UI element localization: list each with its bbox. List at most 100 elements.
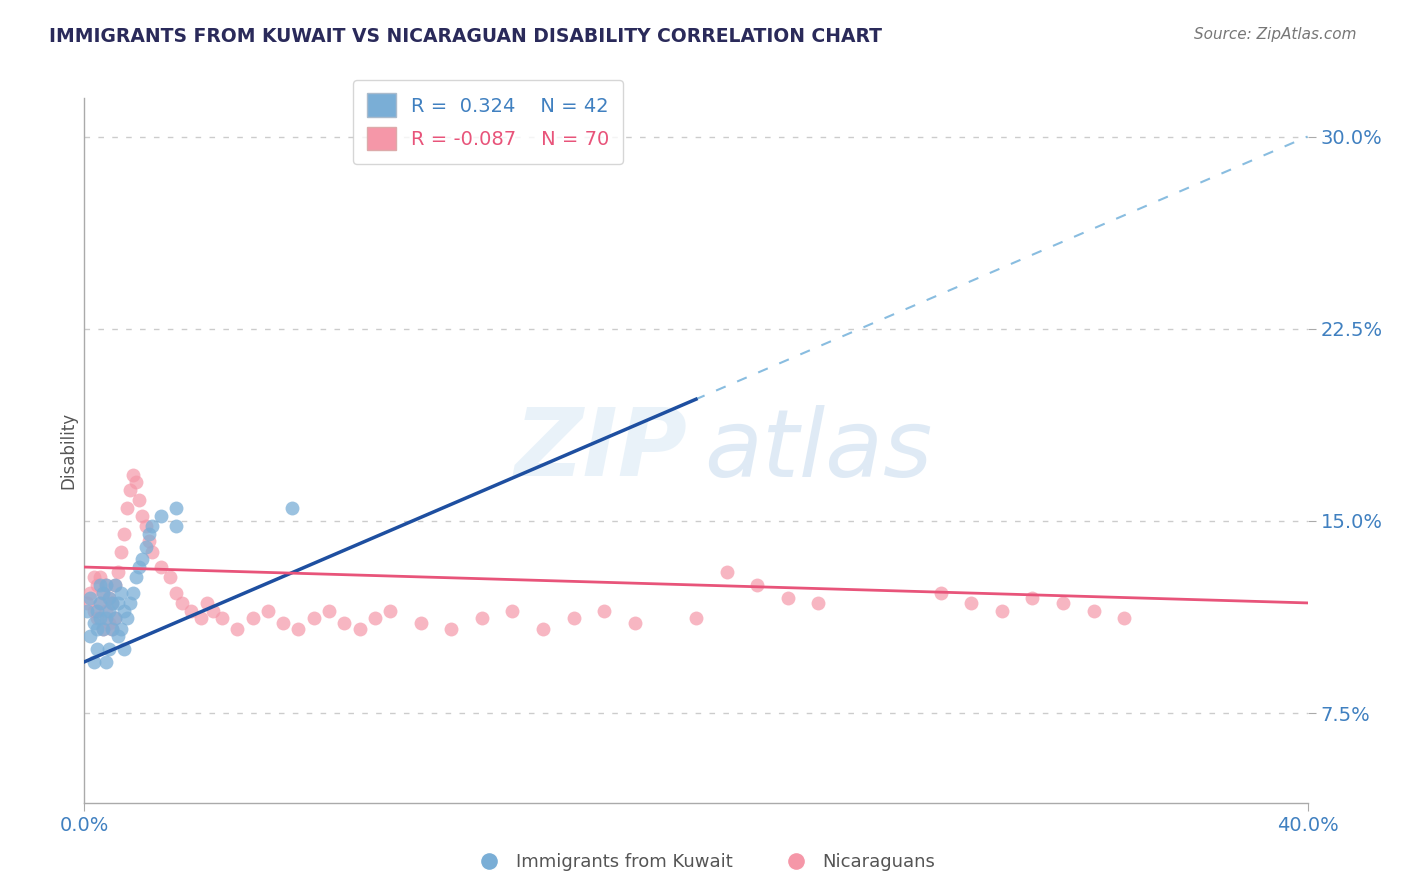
Point bbox=[91, 585, 114, 599]
Point bbox=[101, 622, 124, 636]
Point bbox=[94, 578, 117, 592]
Point bbox=[104, 611, 127, 625]
Point bbox=[991, 604, 1014, 618]
Point bbox=[104, 578, 127, 592]
Point bbox=[91, 622, 114, 636]
Text: Source: ZipAtlas.com: Source: ZipAtlas.com bbox=[1194, 27, 1357, 42]
Point bbox=[79, 585, 101, 599]
Point bbox=[112, 604, 135, 618]
Point bbox=[624, 616, 647, 631]
Point bbox=[97, 604, 120, 618]
Point bbox=[110, 585, 132, 599]
Text: atlas: atlas bbox=[704, 405, 932, 496]
Point bbox=[122, 467, 145, 482]
Point bbox=[83, 570, 105, 584]
Point bbox=[125, 570, 148, 584]
Point bbox=[76, 604, 98, 618]
Point bbox=[76, 596, 98, 610]
Text: ZIP: ZIP bbox=[515, 404, 688, 497]
Point bbox=[79, 591, 101, 605]
Point bbox=[380, 604, 402, 618]
Point bbox=[593, 604, 616, 618]
Point bbox=[83, 616, 105, 631]
Point bbox=[138, 534, 160, 549]
Legend: Immigrants from Kuwait, Nicaraguans: Immigrants from Kuwait, Nicaraguans bbox=[463, 847, 943, 879]
Point bbox=[107, 629, 129, 643]
Point bbox=[271, 616, 294, 631]
Point bbox=[440, 622, 463, 636]
Legend: R =  0.324    N = 42, R = -0.087    N = 70: R = 0.324 N = 42, R = -0.087 N = 70 bbox=[353, 79, 623, 164]
Point bbox=[471, 611, 494, 625]
Point bbox=[333, 616, 356, 631]
Point bbox=[257, 604, 280, 618]
Y-axis label: Disability: Disability bbox=[59, 412, 77, 489]
Point bbox=[172, 596, 194, 610]
Point bbox=[122, 585, 145, 599]
Point bbox=[562, 611, 585, 625]
Point bbox=[79, 629, 101, 643]
Point bbox=[86, 578, 108, 592]
Point bbox=[226, 622, 249, 636]
Point bbox=[107, 596, 129, 610]
Point bbox=[110, 622, 132, 636]
Point bbox=[685, 611, 707, 625]
Point bbox=[1083, 604, 1105, 618]
Point bbox=[165, 501, 187, 516]
Point bbox=[120, 483, 142, 498]
Point bbox=[107, 565, 129, 579]
Point bbox=[747, 578, 769, 592]
Point bbox=[195, 596, 218, 610]
Point bbox=[138, 526, 160, 541]
Point bbox=[531, 622, 554, 636]
Point bbox=[101, 622, 124, 636]
Point bbox=[112, 642, 135, 657]
Point bbox=[211, 611, 233, 625]
Point bbox=[149, 560, 172, 574]
Point bbox=[86, 622, 108, 636]
Point bbox=[91, 622, 114, 636]
Point bbox=[364, 611, 387, 625]
Point bbox=[141, 544, 163, 558]
Point bbox=[131, 552, 153, 566]
Point bbox=[165, 519, 187, 533]
Point bbox=[89, 596, 111, 610]
Point bbox=[242, 611, 264, 625]
Point bbox=[159, 570, 181, 584]
Point bbox=[94, 655, 117, 669]
Point bbox=[149, 508, 172, 523]
Point bbox=[94, 578, 117, 592]
Point bbox=[409, 616, 432, 631]
Point bbox=[97, 591, 120, 605]
Point bbox=[89, 570, 111, 584]
Point bbox=[97, 591, 120, 605]
Point bbox=[135, 540, 157, 554]
Point bbox=[94, 611, 117, 625]
Point bbox=[91, 585, 114, 599]
Point bbox=[128, 560, 150, 574]
Point bbox=[104, 578, 127, 592]
Point bbox=[1052, 596, 1074, 610]
Point bbox=[94, 604, 117, 618]
Point bbox=[960, 596, 983, 610]
Point bbox=[180, 604, 202, 618]
Point bbox=[318, 604, 340, 618]
Point bbox=[201, 604, 224, 618]
Point bbox=[86, 604, 108, 618]
Point bbox=[97, 642, 120, 657]
Point bbox=[929, 585, 952, 599]
Point bbox=[86, 642, 108, 657]
Point bbox=[287, 622, 309, 636]
Point bbox=[349, 622, 371, 636]
Point bbox=[89, 596, 111, 610]
Point bbox=[101, 596, 124, 610]
Point bbox=[141, 519, 163, 533]
Point bbox=[110, 544, 132, 558]
Point bbox=[1021, 591, 1043, 605]
Point bbox=[281, 501, 304, 516]
Point bbox=[190, 611, 212, 625]
Point bbox=[1114, 611, 1136, 625]
Point bbox=[125, 475, 148, 490]
Point bbox=[115, 611, 138, 625]
Point bbox=[97, 616, 120, 631]
Point bbox=[83, 655, 105, 669]
